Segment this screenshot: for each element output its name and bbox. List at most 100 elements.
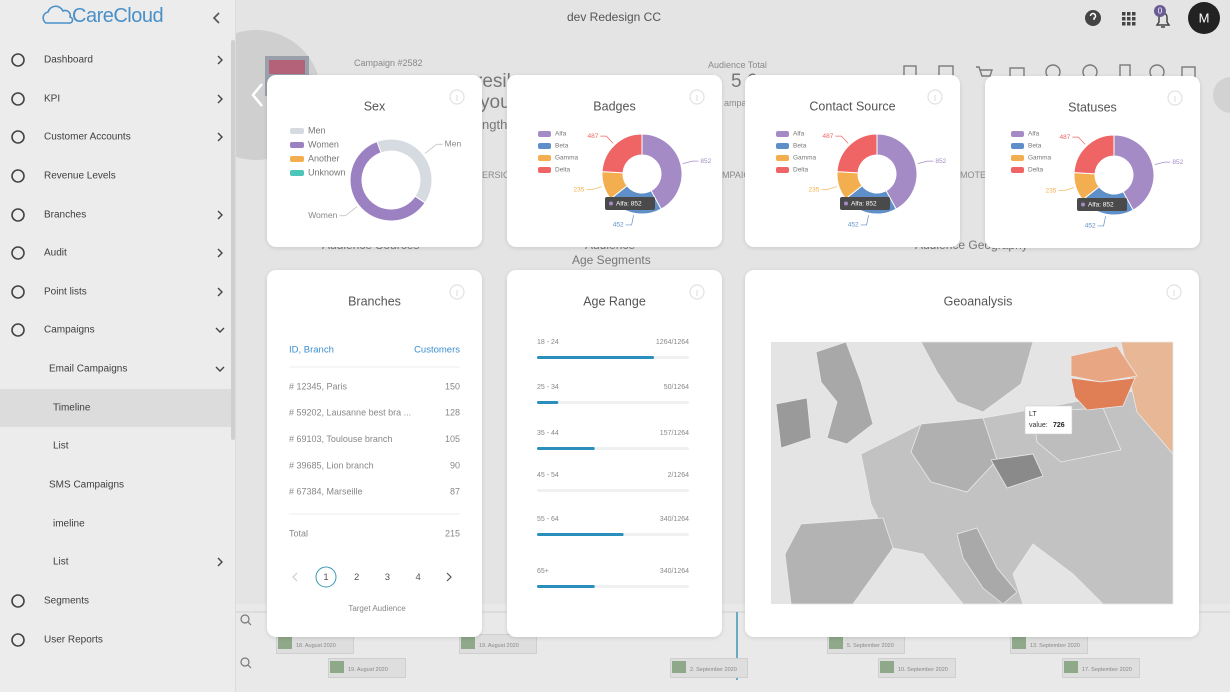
timeline-date: 19. August 2020	[348, 667, 388, 673]
menu-icon	[11, 130, 25, 144]
menu-item[interactable]: Branches	[44, 209, 87, 221]
menu-item[interactable]: imeline	[53, 518, 85, 530]
timeline-item[interactable]	[670, 658, 748, 678]
table-header[interactable]: Customers	[414, 345, 460, 356]
menu-item[interactable]: Point lists	[44, 286, 87, 298]
table-header[interactable]: ID, Branch	[289, 345, 334, 356]
tooltip	[1077, 198, 1127, 211]
menu-item[interactable]: Customer Accounts	[44, 131, 131, 143]
tooltip	[840, 197, 890, 210]
slice-label: 487	[822, 133, 833, 140]
menu-item[interactable]: Timeline	[53, 402, 91, 414]
menu-item[interactable]: SMS Campaigns	[49, 479, 125, 491]
chevron	[215, 366, 225, 372]
campaign-text: ngth	[482, 117, 508, 132]
legend-label: Unknown	[308, 167, 346, 177]
info-icon[interactable]	[1167, 90, 1183, 106]
donut-slice	[1113, 134, 1155, 211]
label-leader	[821, 186, 838, 190]
label-leader	[625, 215, 634, 226]
tab[interactable]: ERSIO	[482, 170, 511, 180]
avatar[interactable]	[1188, 2, 1220, 34]
total-label: Total	[289, 528, 308, 538]
slice-label: 487	[587, 133, 598, 140]
page-number[interactable]: 2	[354, 572, 359, 583]
menu-item[interactable]: KPI	[44, 93, 61, 105]
timeline-date: 5. September 2020	[847, 643, 894, 649]
menu-item[interactable]: Segments	[44, 595, 90, 607]
menu-item[interactable]: Email Campaigns	[49, 363, 128, 375]
legend-swatch	[538, 155, 551, 161]
carousel-button[interactable]	[1213, 77, 1230, 113]
donut-slice	[836, 133, 878, 174]
notification-badge	[1154, 5, 1166, 17]
page-number[interactable]: 1	[323, 572, 328, 583]
menu-icon	[11, 208, 25, 222]
menu-item[interactable]: Dashboard	[44, 54, 93, 66]
menu-item[interactable]: Revenue Levels	[44, 170, 116, 182]
menu-item[interactable]: User Reports	[44, 634, 103, 646]
legend-label: Alfa	[1028, 131, 1040, 138]
tooltip-dot	[844, 201, 848, 206]
slice-label: 852	[935, 158, 946, 165]
page-number[interactable]: 4	[415, 572, 420, 583]
donut-slice	[1073, 134, 1115, 175]
legend-swatch	[1011, 155, 1024, 161]
map-highlight[interactable]	[1070, 377, 1136, 411]
audience-total-label: Audience Total	[708, 60, 767, 70]
geo-card-graphics: Geoanalysis LT value: 726	[771, 284, 1182, 605]
legend-swatch	[776, 131, 789, 137]
legend-label: Women	[308, 139, 339, 149]
menu-item[interactable]: List	[53, 440, 69, 452]
map-country	[920, 341, 1034, 413]
timeline-item[interactable]	[1062, 658, 1140, 678]
card-title: Badges	[593, 99, 635, 113]
info-icon[interactable]	[1166, 284, 1182, 300]
info-icon[interactable]	[927, 89, 943, 105]
apps-button[interactable]	[1122, 12, 1136, 26]
page-prev[interactable]	[292, 572, 298, 582]
timeline-item[interactable]	[328, 658, 406, 678]
page-number[interactable]: 3	[385, 572, 390, 583]
slice-label: 235	[574, 186, 585, 193]
carousel-arrow	[251, 83, 263, 107]
menu-icon	[11, 323, 25, 337]
menu-item[interactable]: Campaigns	[44, 324, 95, 336]
slice-label: 452	[1085, 223, 1096, 230]
timeline-zoom[interactable]	[240, 614, 252, 669]
menu-item[interactable]: List	[53, 556, 69, 568]
branch-customers: 128	[445, 408, 460, 418]
card-footer: Target Audience	[348, 604, 406, 613]
section-title: Age Segments	[572, 253, 651, 267]
help-glyph	[1089, 12, 1097, 20]
tooltip-dot	[1081, 202, 1085, 207]
info-icon[interactable]	[689, 284, 705, 300]
collapse-button[interactable]	[212, 12, 220, 24]
page-next[interactable]	[446, 572, 452, 582]
timeline-item[interactable]	[459, 634, 537, 654]
tooltip	[605, 197, 655, 210]
map-country	[1070, 345, 1138, 383]
logo: CareCloud	[72, 5, 164, 27]
timeline-date: 19. August 2020	[479, 643, 519, 649]
age-label: 18 - 24	[537, 339, 559, 346]
info-icon[interactable]	[449, 89, 465, 105]
legend-label: Delta	[555, 167, 571, 174]
menu-item[interactable]: Audit	[44, 247, 67, 259]
info-icon[interactable]	[689, 89, 705, 105]
help-button[interactable]	[1085, 10, 1101, 26]
tab[interactable]: MOTE	[960, 170, 986, 180]
timeline-date: 18. August 2020	[296, 643, 336, 649]
age-label: 45 - 54	[537, 472, 559, 479]
tab[interactable]: MPAIG	[722, 170, 751, 180]
timeline-item[interactable]	[878, 658, 956, 678]
map	[771, 341, 1174, 605]
donut-card: Contact Source Alfa 852 Beta 452 Gamma 235 Delt…	[745, 75, 960, 247]
info-icon[interactable]	[449, 284, 465, 300]
branch-name: # 59202, Lausanne best bra ...	[289, 408, 411, 418]
timeline-thumb	[330, 661, 344, 673]
legend-label: Gamma	[1028, 155, 1052, 162]
label-leader	[835, 135, 849, 144]
label-leader	[339, 206, 358, 217]
donut-card-graphics: Contact Source Alfa 852 Beta 452 Gamma 235 Delt…	[776, 89, 947, 229]
